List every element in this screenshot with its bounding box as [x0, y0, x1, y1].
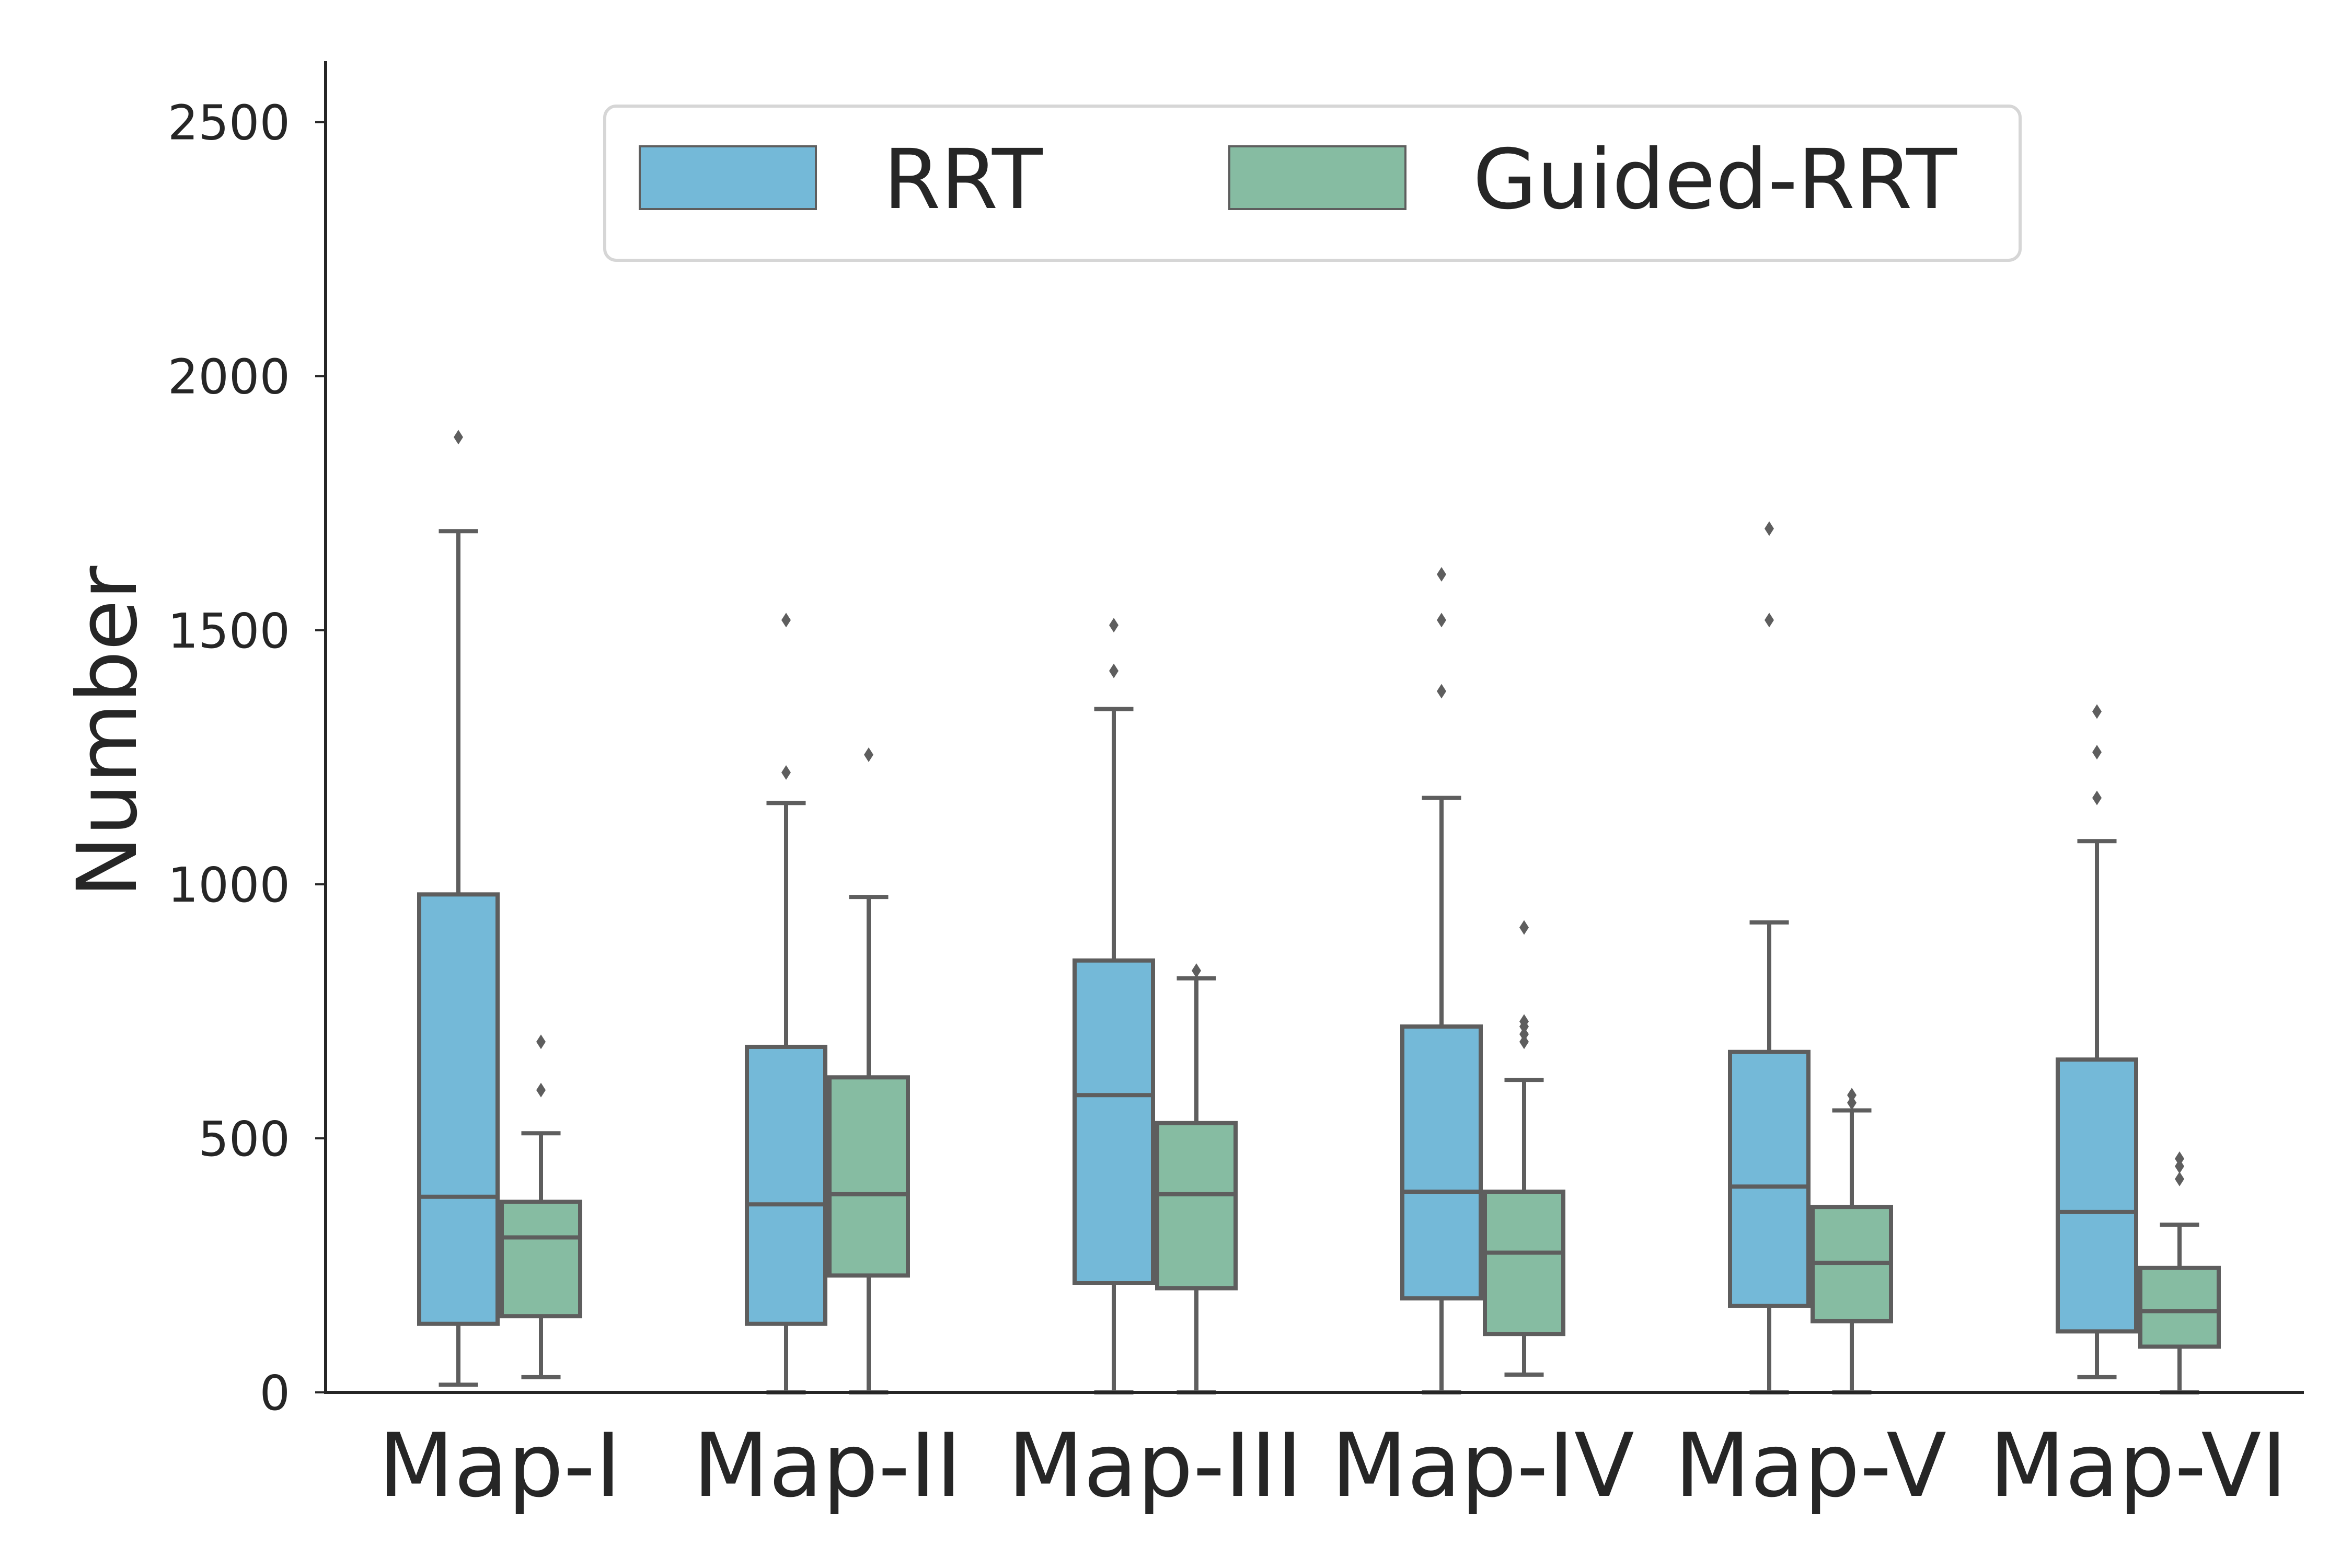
y-tick-label: 2500 [168, 95, 290, 151]
x-tick-label: Map-IV [1331, 1414, 1634, 1517]
outlier-point [1519, 920, 1529, 935]
x-tick-label: Map-V [1675, 1414, 1946, 1517]
box-body [1400, 1024, 1483, 1301]
x-tick-label: Map-II [693, 1414, 962, 1517]
box-body [2138, 1265, 2221, 1349]
box-rrt-map-i [417, 430, 500, 1387]
outlier-point [1847, 1088, 1857, 1103]
outlier-point [1519, 1027, 1529, 1042]
outlier-point [1847, 1095, 1857, 1110]
x-tick-label: Map-VI [1989, 1414, 2287, 1517]
legend: RRT Guided-RRT [603, 105, 2022, 262]
outlier-point [2092, 790, 2102, 805]
x-tick-label: Map-III [1008, 1414, 1302, 1517]
box-guided-rrt-map-v [1811, 1088, 1893, 1394]
outlier-point [1437, 613, 1446, 628]
outlier-point [781, 765, 791, 780]
outlier-point [1192, 963, 1201, 978]
box-body [1483, 1190, 1565, 1336]
box-rrt-map-iii [1073, 618, 1155, 1394]
y-tick-label: 0 [259, 1365, 290, 1421]
outlier-point [1765, 613, 1774, 628]
y-tick-label: 1500 [168, 603, 290, 659]
legend-swatch-guided-rrt [1228, 145, 1406, 210]
box-body [417, 892, 500, 1326]
outlier-point [2175, 1159, 2184, 1174]
outlier-point [1437, 567, 1446, 582]
box-rrt-map-vi [2056, 704, 2138, 1379]
box-rrt-map-iv [1400, 567, 1483, 1394]
box-body [1155, 1121, 1238, 1290]
outlier-point [536, 1034, 546, 1050]
outlier-point [1765, 521, 1774, 536]
outlier-point [2175, 1171, 2184, 1186]
box-guided-rrt-map-i [500, 1034, 582, 1379]
box-guided-rrt-map-iv [1483, 920, 1565, 1377]
y-tick-label: 1000 [168, 857, 290, 913]
outlier-point [454, 430, 463, 445]
box-body [2056, 1057, 2138, 1334]
y-tick-label: 2000 [168, 349, 290, 405]
outlier-point [1519, 1014, 1529, 1029]
box-body [1728, 1050, 1811, 1308]
legend-label-guided-rrt: Guided-RRT [1473, 132, 1957, 228]
box-body [1073, 958, 1155, 1285]
outlier-point [2092, 745, 2102, 760]
axes: Number 0 500 1000 1500 2000 2500 Map-I Map-II Ma… [60, 61, 2304, 1517]
box-guided-rrt-map-vi [2138, 1151, 2221, 1394]
outlier-point [1109, 663, 1119, 678]
box-rrt-map-ii [745, 613, 827, 1394]
box-body [745, 1044, 827, 1326]
legend-label-rrt: RRT [883, 132, 1043, 228]
outlier-point [2175, 1151, 2184, 1166]
box-guided-rrt-map-ii [827, 747, 910, 1394]
outlier-point [781, 613, 791, 628]
box-body [500, 1200, 582, 1319]
outlier-point [1109, 618, 1119, 633]
legend-swatch-rrt [639, 145, 817, 210]
y-axis-title: Number [60, 566, 156, 898]
outlier-point [1519, 1034, 1529, 1050]
box-guided-rrt-map-iii [1155, 963, 1238, 1394]
outlier-point [864, 747, 873, 762]
plot-area [417, 430, 2221, 1394]
y-tick-label: 500 [198, 1111, 290, 1167]
box-body [827, 1075, 910, 1278]
box-rrt-map-v [1728, 521, 1811, 1394]
outlier-point [1437, 684, 1446, 699]
outlier-point [2092, 704, 2102, 719]
x-tick-label: Map-I [378, 1414, 621, 1517]
outlier-point [536, 1082, 546, 1098]
